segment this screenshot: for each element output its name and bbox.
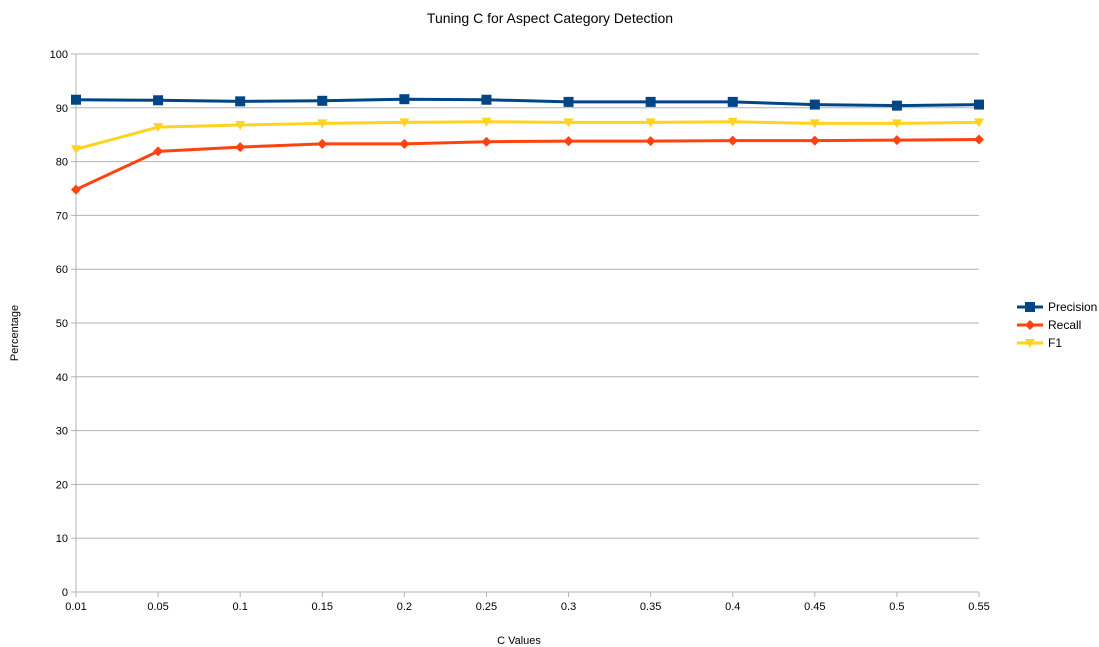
x-tick-label: 0.45 xyxy=(804,601,825,613)
y-tick-label: 20 xyxy=(56,479,68,491)
data-point-precision xyxy=(809,99,820,110)
x-tick-label: 0.25 xyxy=(476,601,497,613)
axes xyxy=(71,53,980,597)
y-tick-label: 10 xyxy=(56,533,68,545)
data-point-recall xyxy=(481,136,492,147)
legend-item-f1: F1 xyxy=(1017,336,1062,350)
y-tick-label: 70 xyxy=(56,210,68,222)
legend-marker-recall xyxy=(1025,320,1035,330)
data-point-f1 xyxy=(399,118,410,128)
series-line-recall xyxy=(75,138,980,191)
legend-marker-f1 xyxy=(1025,339,1035,348)
data-point-recall xyxy=(974,134,984,145)
legend-marker-precision xyxy=(1025,302,1035,312)
data-point-recall xyxy=(809,135,820,146)
data-point-f1 xyxy=(153,123,164,133)
y-tick-label: 40 xyxy=(56,372,68,384)
x-axis-label: C Values xyxy=(497,635,541,647)
series-line-f1 xyxy=(75,120,980,151)
data-point-recall xyxy=(645,136,656,147)
data-point-precision xyxy=(71,94,81,105)
data-point-precision xyxy=(974,99,984,110)
data-point-f1 xyxy=(481,117,492,127)
data-point-precision xyxy=(727,96,738,107)
data-point-recall xyxy=(71,184,81,195)
legend-label-precision: Precision xyxy=(1048,300,1097,314)
series-recall xyxy=(71,134,984,195)
y-tick-label: 30 xyxy=(56,426,68,438)
x-tick-label: 0.01 xyxy=(65,601,86,613)
y-tick-label: 0 xyxy=(62,587,68,599)
x-tick-label: 0.05 xyxy=(147,601,168,613)
data-point-f1 xyxy=(71,145,81,155)
y-tick-label: 60 xyxy=(56,264,68,276)
y-tick-label: 50 xyxy=(56,318,68,330)
data-point-recall xyxy=(727,135,738,146)
legend: Precision Recall F1 xyxy=(1017,300,1097,350)
data-point-precision xyxy=(399,94,410,105)
y-tick-label: 90 xyxy=(56,103,68,115)
data-point-f1 xyxy=(645,118,656,128)
x-tick-label: 0.4 xyxy=(725,601,740,613)
data-point-recall xyxy=(399,138,410,149)
data-point-precision xyxy=(481,94,492,105)
data-point-f1 xyxy=(563,118,574,128)
x-tick-label: 0.55 xyxy=(968,601,989,613)
x-tick-label: 0.3 xyxy=(561,601,576,613)
data-point-f1 xyxy=(974,118,984,128)
data-point-recall xyxy=(891,135,902,146)
data-point-recall xyxy=(317,138,328,149)
data-point-precision xyxy=(645,96,656,107)
series-precision xyxy=(71,94,984,111)
chart-title: Tuning C for Aspect Category Detection xyxy=(427,10,673,26)
data-point-precision xyxy=(317,95,328,106)
x-tick-label: 0.35 xyxy=(640,601,661,613)
data-point-f1 xyxy=(727,117,738,127)
data-point-recall xyxy=(563,136,574,147)
x-tick-label: 0.2 xyxy=(397,601,412,613)
data-point-f1 xyxy=(891,119,902,129)
data-point-f1 xyxy=(317,119,328,129)
data-point-precision xyxy=(563,96,574,107)
series-f1 xyxy=(71,117,984,155)
y-tick-labels: 0 10 20 30 40 50 60 70 80 90 100 xyxy=(50,49,68,599)
data-point-f1 xyxy=(809,119,820,129)
x-tick-labels: 0.01 0.05 0.1 0.15 0.2 0.25 0.3 0.35 0.4 0.45 0.5 0… xyxy=(65,601,989,613)
series-line-precision xyxy=(75,97,980,108)
data-point-f1 xyxy=(235,121,246,131)
legend-label-f1: F1 xyxy=(1048,336,1062,350)
legend-item-precision: Precision xyxy=(1017,300,1097,314)
x-tick-label: 0.1 xyxy=(233,601,248,613)
legend-label-recall: Recall xyxy=(1048,318,1081,332)
data-point-precision xyxy=(235,96,246,107)
data-series xyxy=(71,94,984,195)
data-point-precision xyxy=(153,95,164,106)
gridlines xyxy=(76,53,979,539)
y-tick-label: 80 xyxy=(56,157,68,169)
y-axis-label: Percentage xyxy=(9,305,21,361)
data-point-recall xyxy=(153,146,164,157)
legend-item-recall: Recall xyxy=(1017,318,1081,332)
data-point-recall xyxy=(235,142,246,153)
x-tick-label: 0.15 xyxy=(312,601,333,613)
y-tick-label: 100 xyxy=(50,49,68,61)
data-point-precision xyxy=(891,100,902,111)
x-tick-label: 0.5 xyxy=(889,601,904,613)
